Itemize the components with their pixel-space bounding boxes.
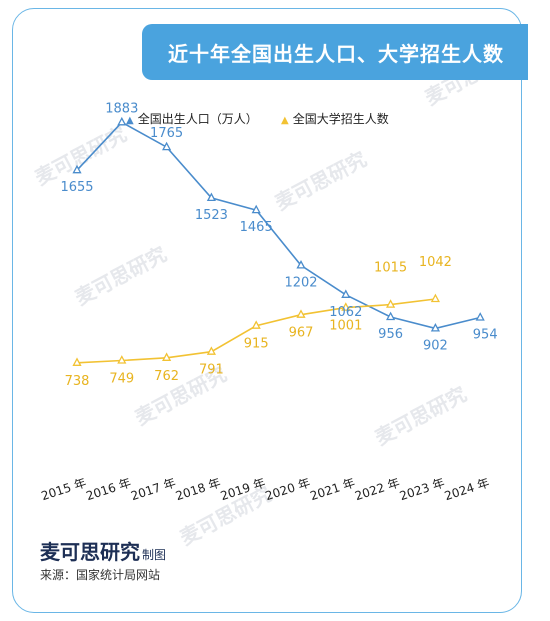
data-label: 915 <box>244 337 269 352</box>
brand: 麦可思研究 制图 <box>40 536 166 565</box>
data-label: 1042 <box>419 255 452 270</box>
data-label: 738 <box>65 374 90 389</box>
title-banner <box>142 24 528 80</box>
data-label: 902 <box>423 338 448 353</box>
x-tick-label: 2020 年 <box>264 476 312 504</box>
data-label: 1883 <box>105 101 138 116</box>
legend-label-birth: 全国出生人口（万人） <box>137 112 258 126</box>
data-point <box>162 141 172 151</box>
data-point <box>341 289 351 298</box>
x-tick-label: 2021 年 <box>308 476 356 504</box>
data-label: 956 <box>378 327 403 342</box>
data-point <box>206 346 216 355</box>
x-tick-label: 2016 年 <box>84 476 132 504</box>
x-tick-label: 2018 年 <box>174 476 222 504</box>
triangle-marker-icon: ▲ <box>126 115 134 126</box>
data-label: 1001 <box>329 319 362 334</box>
data-point <box>251 320 261 329</box>
data-label: 954 <box>473 328 498 343</box>
data-label: 1523 <box>195 208 228 223</box>
data-label: 1465 <box>240 220 273 235</box>
triangle-marker-icon: ▲ <box>281 115 289 126</box>
chart-card <box>12 8 522 613</box>
data-point <box>296 309 306 318</box>
data-point <box>341 302 351 311</box>
data-point <box>430 293 440 303</box>
data-label: 1015 <box>374 261 407 276</box>
data-point <box>386 299 396 308</box>
data-point <box>206 192 216 202</box>
x-tick-label: 2023 年 <box>398 476 446 504</box>
legend-item-enroll: ▲ 全国大学招生人数 <box>281 110 389 127</box>
brand-suffix: 制图 <box>142 548 167 562</box>
x-tick-label: 2024 年 <box>443 476 491 504</box>
x-tick-label: 2015 年 <box>40 476 88 504</box>
data-label: 1202 <box>284 275 317 290</box>
x-tick-label: 2022 年 <box>353 476 401 504</box>
data-point <box>386 311 396 321</box>
data-point <box>475 312 485 321</box>
data-point <box>430 323 440 332</box>
data-label: 762 <box>154 369 179 384</box>
data-label: 791 <box>199 363 224 378</box>
source-note: 来源：国家统计局网站 <box>40 568 161 582</box>
data-point <box>162 352 172 361</box>
series-line-0 <box>76 121 481 330</box>
data-label: 967 <box>289 326 314 341</box>
x-tick-label: 2017 年 <box>129 476 177 504</box>
x-tick-label: 2019 年 <box>219 476 267 504</box>
data-label: 1655 <box>60 180 93 195</box>
data-point <box>296 260 306 269</box>
data-label: 749 <box>109 372 134 387</box>
legend-label-enroll: 全国大学招生人数 <box>292 112 389 126</box>
data-point <box>72 164 82 174</box>
legend-item-birth: ▲ 全国出生人口（万人） <box>126 110 258 127</box>
chart-title: 近十年全国出生人口、大学招生人数 <box>168 42 504 66</box>
data-label: 1062 <box>329 305 362 320</box>
brand-name: 麦可思研究 <box>40 540 140 564</box>
data-point <box>72 357 82 366</box>
data-point <box>117 116 127 126</box>
data-point <box>251 204 261 214</box>
data-point <box>117 355 127 364</box>
data-label: 1765 <box>150 126 183 141</box>
